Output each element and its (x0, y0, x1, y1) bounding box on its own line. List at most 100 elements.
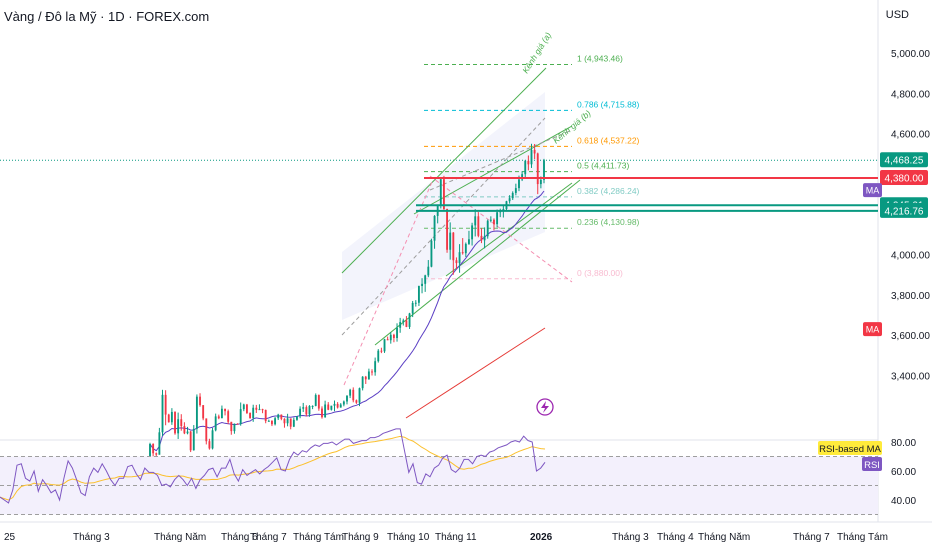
candle-body (258, 409, 261, 411)
candle-body (527, 160, 530, 165)
candle-body (405, 320, 408, 327)
candle-body (455, 260, 458, 264)
candle-body (183, 426, 186, 434)
candle-body (230, 421, 233, 432)
candle-body (502, 209, 505, 211)
candle-body (474, 216, 477, 226)
candle-body (327, 404, 330, 410)
candle-body (518, 179, 520, 189)
candle-body (336, 403, 339, 408)
time-tick-label: Tháng 7 (250, 532, 287, 543)
candle-body (202, 405, 205, 419)
price-tick-label: 5,000.00 (891, 49, 930, 60)
candle-body (308, 405, 311, 415)
candle-body (177, 419, 180, 434)
channel-a-upper (341, 67, 547, 274)
time-tick-label: Tháng Năm (154, 532, 206, 543)
candle-body (383, 339, 386, 352)
rsi-tick-label: 80.00 (891, 438, 916, 449)
fib-level-label: 0.618 (4,537.22) (577, 135, 640, 145)
candle-body (427, 266, 430, 276)
channel-b-mid-dashed (429, 129, 573, 191)
time-tick-label: Tháng Tám (293, 532, 344, 543)
candle-body (317, 395, 320, 409)
candle-body (543, 160, 545, 180)
candle-body (493, 219, 495, 225)
candle-body (392, 334, 395, 339)
candle-body (361, 376, 364, 389)
candle-body (377, 350, 380, 362)
candle-body (217, 416, 220, 419)
price-label-text: 4,468.25 (885, 156, 924, 167)
candle-body (411, 302, 414, 314)
time-tick-label: Tháng 4 (657, 532, 694, 543)
fib-level-label: 0.786 (4,715.88) (577, 99, 640, 109)
time-tick-label: Tháng 3 (612, 532, 649, 543)
candle-body (355, 400, 358, 403)
candle-body (208, 441, 211, 449)
candle-body (164, 394, 167, 415)
candle-body (174, 411, 176, 434)
candle-body (439, 179, 442, 206)
candle-body (452, 232, 455, 261)
candle-body (189, 431, 192, 451)
price-label-box (880, 202, 928, 218)
time-tick-label: Tháng Tám (837, 532, 888, 543)
candle-body (261, 409, 264, 411)
candle-body (199, 396, 201, 406)
candle-body (471, 225, 474, 240)
rsi-ma-tag-box (818, 441, 882, 455)
candle-body (289, 418, 292, 427)
candle-body (239, 409, 242, 425)
candle-body (389, 334, 392, 341)
candle-body (480, 235, 483, 241)
ma-tag-box (863, 322, 882, 337)
fib-level-label: 0.382 (4,286.24) (577, 186, 640, 196)
candle-body (433, 215, 436, 241)
candle-body (274, 418, 277, 425)
candle-body (352, 389, 355, 401)
time-tick-label: Tháng 10 (387, 532, 430, 543)
time-tick-label: Tháng 11 (435, 532, 477, 543)
candle-body (508, 198, 511, 202)
fib-level-label: 0.236 (4,130.98) (577, 217, 640, 227)
ma-line-red (405, 327, 546, 419)
candle-body (486, 220, 489, 237)
candle-body (374, 361, 377, 373)
candle-body (286, 418, 289, 424)
time-tick-label: 2026 (530, 532, 553, 543)
rsi-ma-line (0, 435, 546, 501)
candle-body (346, 395, 348, 402)
rsi-tag-text: RSI (864, 460, 880, 471)
candle-body (386, 339, 389, 341)
candle-body (446, 209, 449, 250)
candle-body (524, 160, 527, 175)
candle-body (224, 408, 226, 412)
candle-body (192, 428, 195, 451)
candle-body (186, 431, 189, 434)
candle-body (402, 320, 405, 323)
candle-body (158, 432, 161, 455)
candle-body (324, 404, 327, 418)
candle-body (424, 275, 427, 284)
price-label-text: 4,216.76 (885, 206, 924, 217)
candle-body (214, 416, 217, 431)
candle-body (170, 411, 173, 423)
fib-level-label: 0.5 (4,411.73) (577, 161, 629, 171)
candle-body (155, 453, 158, 455)
candle-body (514, 188, 517, 193)
candle-body (380, 350, 383, 352)
price-label-box (880, 170, 928, 186)
candle-body (267, 420, 270, 422)
currency-label: USD (885, 9, 909, 21)
channel-a-label: Kênh giá (a) (520, 30, 553, 75)
candle-body (249, 412, 252, 419)
ma-tag-text: MA (866, 325, 880, 335)
time-tick-label: Tháng 6 (221, 532, 258, 543)
candle-body (180, 419, 183, 427)
candle-body (489, 219, 492, 221)
candle-body (236, 423, 239, 425)
candle-body (496, 212, 499, 225)
